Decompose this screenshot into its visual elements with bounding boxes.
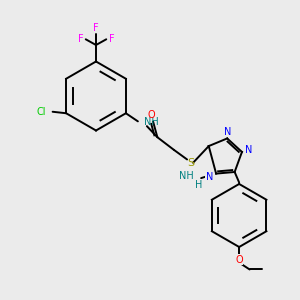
Text: H: H [195,180,203,190]
Text: N: N [206,172,213,182]
Text: O: O [235,255,243,265]
Text: F: F [109,34,115,44]
Text: NH: NH [179,171,194,181]
Text: O: O [148,110,155,120]
Text: NH: NH [144,117,159,127]
Text: N: N [224,127,231,137]
Text: F: F [77,34,83,44]
Text: S: S [188,158,194,168]
Text: Cl: Cl [37,107,46,117]
Text: F: F [93,23,99,33]
Text: N: N [245,145,252,154]
